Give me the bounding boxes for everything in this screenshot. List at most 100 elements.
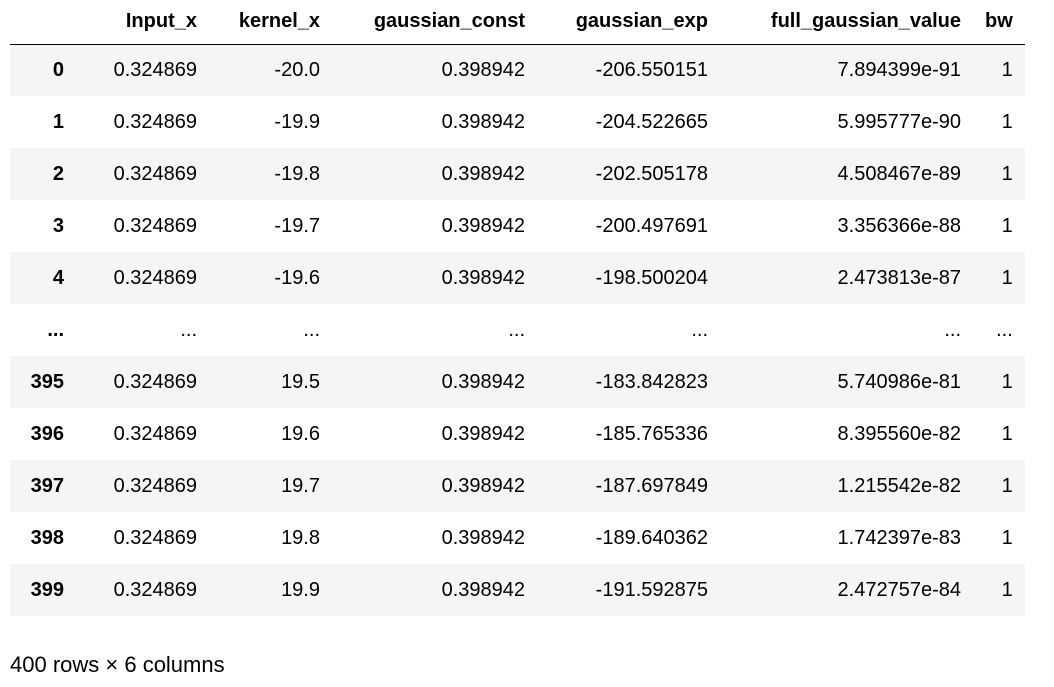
table-row: 395 0.324869 19.5 0.398942 -183.842823 5.7409… [10, 356, 1025, 408]
table-cell: 0.324869 [113, 474, 197, 497]
table-cell: 0.324869 [113, 578, 197, 601]
table-cell: 0.398942 [441, 214, 525, 237]
table-cell: ... [508, 318, 525, 341]
table-cell: 1 [1001, 474, 1013, 497]
table-cell: ... [944, 318, 961, 341]
table-cell: ... [180, 318, 197, 341]
table-cell: -20.0 [274, 58, 320, 81]
table-cell: -19.8 [274, 162, 320, 185]
row-index: 396 [30, 422, 64, 445]
table-cell: 0.398942 [441, 162, 525, 185]
table-cell: -198.500204 [595, 266, 708, 289]
table-row: 4 0.324869 -19.6 0.398942 -198.500204 2.47381… [10, 252, 1025, 304]
row-index: 1 [52, 110, 64, 133]
table-cell: 1.215542e-82 [837, 474, 961, 497]
table-cell: 0.324869 [113, 266, 197, 289]
table-row: 398 0.324869 19.8 0.398942 -189.640362 1.7423… [10, 512, 1025, 564]
table-cell: 0.324869 [113, 214, 197, 237]
table-cell: -187.697849 [595, 474, 708, 497]
table-cell: ... [691, 318, 708, 341]
table-cell: -19.7 [274, 214, 320, 237]
row-index: 398 [30, 526, 64, 549]
table-row: 1 0.324869 -19.9 0.398942 -204.522665 5.99577… [10, 96, 1025, 148]
table-cell: ... [303, 318, 320, 341]
table-cell: 0.398942 [441, 474, 525, 497]
table-cell: 4.508467e-89 [837, 162, 961, 185]
row-index: 399 [30, 578, 64, 601]
table-cell: -206.550151 [595, 58, 708, 81]
table-cell: 2.473813e-87 [837, 266, 961, 289]
table-cell: 19.9 [281, 578, 320, 601]
table-cell: -185.765336 [595, 422, 708, 445]
table-cell: 0.398942 [441, 110, 525, 133]
table-cell: 19.8 [281, 526, 320, 549]
row-index: 4 [52, 266, 64, 289]
table-cell: 1 [1001, 266, 1013, 289]
table-cell: 1 [1001, 422, 1013, 445]
column-header-gaussian-exp: gaussian_exp [537, 0, 720, 45]
table-cell: 3.356366e-88 [837, 214, 961, 237]
table-cell: 1 [1001, 214, 1013, 237]
dataframe-container: Input_x kernel_x gaussian_const gaussian… [10, 0, 1025, 616]
table-cell: 0.324869 [113, 110, 197, 133]
column-header-input-x: Input_x [76, 0, 209, 45]
dataframe-table: Input_x kernel_x gaussian_const gaussian… [10, 0, 1025, 616]
table-cell: 0.324869 [113, 58, 197, 81]
row-count-summary: 400 rows × 6 columns [10, 652, 225, 677]
column-header-kernel-x: kernel_x [209, 0, 332, 45]
table-cell: -202.505178 [595, 162, 708, 185]
table-body: 0 0.324869 -20.0 0.398942 -206.550151 7.89439… [10, 44, 1025, 616]
table-cell: ... [996, 318, 1013, 341]
row-index: 397 [30, 474, 64, 497]
header-row: Input_x kernel_x gaussian_const gaussian… [10, 0, 1025, 45]
table-cell: 1 [1001, 526, 1013, 549]
table-cell: 5.995777e-90 [837, 110, 961, 133]
table-cell: -189.640362 [595, 526, 708, 549]
table-cell: 0.398942 [441, 422, 525, 445]
table-row: 399 0.324869 19.9 0.398942 -191.592875 2.4727… [10, 564, 1025, 616]
table-cell: 19.6 [281, 422, 320, 445]
table-cell: 1 [1001, 370, 1013, 393]
table-cell: 0.398942 [441, 266, 525, 289]
column-header-gaussian-const: gaussian_const [332, 0, 537, 45]
table-cell: 19.5 [281, 370, 320, 393]
column-header-full-gaussian-value: full_gaussian_value [720, 0, 973, 45]
table-cell: -191.592875 [595, 578, 708, 601]
row-index: ... [47, 318, 64, 341]
index-header [10, 0, 76, 45]
table-cell: 0.398942 [441, 526, 525, 549]
table-cell: 7.894399e-91 [837, 58, 961, 81]
table-cell: 0.398942 [441, 370, 525, 393]
table-cell: 2.472757e-84 [837, 578, 961, 601]
table-cell: 0.324869 [113, 526, 197, 549]
table-cell: 8.395560e-82 [837, 422, 961, 445]
table-row: 3 0.324869 -19.7 0.398942 -200.497691 3.35636… [10, 200, 1025, 252]
table-cell: -19.9 [274, 110, 320, 133]
table-cell: 1 [1001, 58, 1013, 81]
table-cell: 1 [1001, 578, 1013, 601]
row-index: 3 [52, 214, 64, 237]
table-cell: -200.497691 [595, 214, 708, 237]
row-index: 395 [30, 370, 64, 393]
table-cell: 1 [1001, 110, 1013, 133]
table-row: 397 0.324869 19.7 0.398942 -187.697849 1.2155… [10, 460, 1025, 512]
table-cell: 0.398942 [441, 58, 525, 81]
table-cell: -19.6 [274, 266, 320, 289]
row-index: 0 [52, 58, 64, 81]
table-cell: 0.324869 [113, 370, 197, 393]
table-cell: 0.398942 [441, 578, 525, 601]
table-row: 396 0.324869 19.6 0.398942 -185.765336 8.3955… [10, 408, 1025, 460]
table-header: Input_x kernel_x gaussian_const gaussian… [10, 0, 1025, 45]
table-cell: 5.740986e-81 [837, 370, 961, 393]
row-index: 2 [52, 162, 64, 185]
table-cell: 19.7 [281, 474, 320, 497]
table-row: 0 0.324869 -20.0 0.398942 -206.550151 7.89439… [10, 44, 1025, 96]
table-cell: 0.324869 [113, 422, 197, 445]
table-cell: 1.742397e-83 [837, 526, 961, 549]
column-header-bw: bw [973, 0, 1025, 45]
table-row: ..................... [10, 304, 1025, 356]
table-row: 2 0.324869 -19.8 0.398942 -202.505178 4.50846… [10, 148, 1025, 200]
table-cell: 1 [1001, 162, 1013, 185]
table-cell: -204.522665 [595, 110, 708, 133]
table-cell: 0.324869 [113, 162, 197, 185]
